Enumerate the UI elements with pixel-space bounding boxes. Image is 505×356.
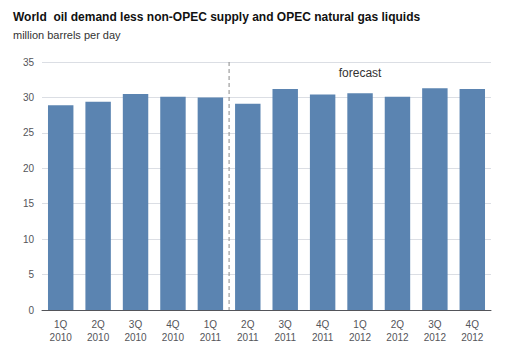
svg-text:2Q: 2Q: [391, 319, 405, 330]
svg-text:2010: 2010: [162, 332, 185, 343]
svg-text:2010: 2010: [124, 332, 147, 343]
svg-text:1Q: 1Q: [353, 319, 367, 330]
svg-text:1Q: 1Q: [204, 319, 218, 330]
svg-text:15: 15: [23, 198, 35, 209]
svg-text:30: 30: [23, 92, 35, 103]
svg-text:2012: 2012: [424, 332, 447, 343]
svg-text:2010: 2010: [50, 332, 73, 343]
svg-text:20: 20: [23, 163, 35, 174]
svg-text:3Q: 3Q: [428, 319, 442, 330]
svg-text:World oil demand less non-OPE: World oil demand less non-OPEC supply an…: [13, 10, 420, 24]
svg-text:2011: 2011: [274, 332, 296, 343]
svg-text:2011: 2011: [200, 332, 222, 343]
svg-text:0: 0: [28, 305, 34, 316]
svg-text:10: 10: [23, 234, 35, 245]
svg-text:2012: 2012: [386, 332, 409, 343]
svg-text:3Q: 3Q: [129, 319, 143, 330]
svg-text:25: 25: [23, 127, 35, 138]
svg-text:2010: 2010: [87, 332, 110, 343]
svg-text:forecast: forecast: [339, 66, 382, 80]
svg-text:4Q: 4Q: [466, 319, 480, 330]
svg-text:5: 5: [28, 269, 34, 280]
svg-text:2Q: 2Q: [241, 319, 255, 330]
svg-text:4Q: 4Q: [166, 319, 180, 330]
svg-text:2Q: 2Q: [91, 319, 105, 330]
svg-text:4Q: 4Q: [316, 319, 330, 330]
svg-text:2011: 2011: [237, 332, 259, 343]
svg-text:million barrels per day: million barrels per day: [13, 29, 121, 41]
svg-text:3Q: 3Q: [279, 319, 293, 330]
svg-text:35: 35: [23, 57, 35, 68]
svg-text:2012: 2012: [461, 332, 484, 343]
svg-text:1Q: 1Q: [54, 319, 68, 330]
svg-text:2012: 2012: [349, 332, 372, 343]
svg-text:2011: 2011: [312, 332, 334, 343]
